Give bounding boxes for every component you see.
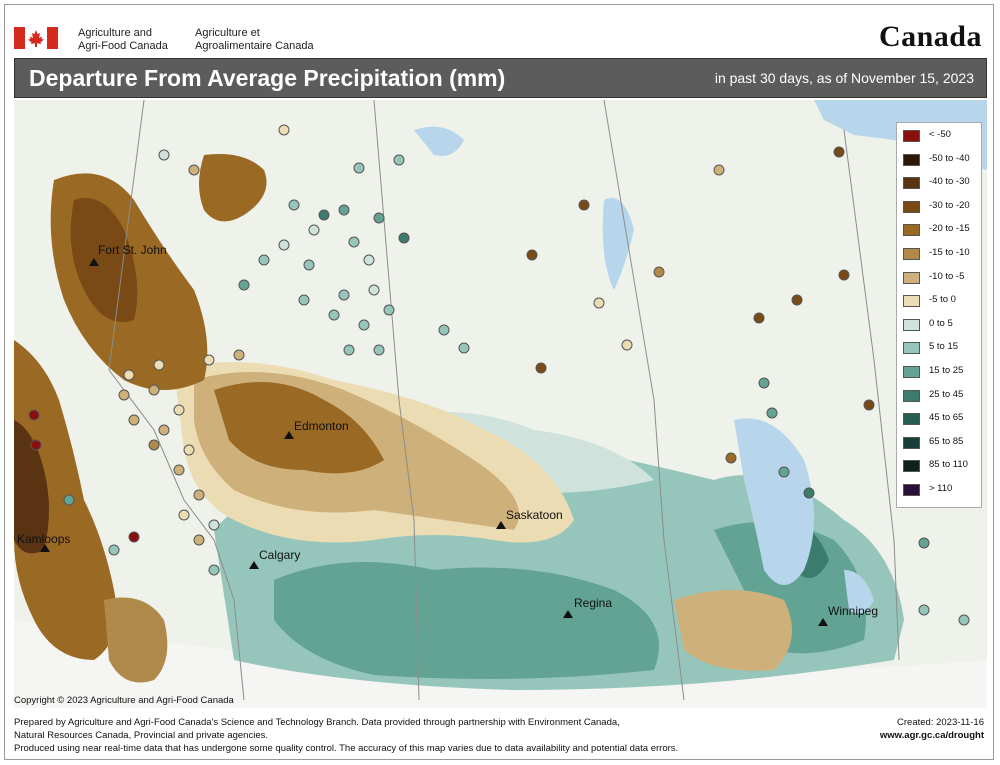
department-name-french: Agriculture et Agroalimentaire Canada <box>195 27 314 52</box>
peace-region-drier <box>70 198 138 322</box>
canada-flag-icon <box>14 27 58 49</box>
southern-bc-dry <box>104 597 168 683</box>
manitoba-dry-patch <box>674 590 792 671</box>
legend-swatch <box>903 318 920 331</box>
legend-swatch <box>903 153 920 166</box>
city-fort-st-john: Fort St. John <box>89 243 167 266</box>
lake-winnipeg <box>734 418 814 585</box>
department-name-english: Agriculture and Agri-Food Canada <box>78 27 168 52</box>
svg-text:Calgary: Calgary <box>259 548 300 562</box>
legend: < -50 -50 to -40 -40 to -30 -30 to -20 -20 t… <box>896 122 982 508</box>
legend-label: 0 to 5 <box>929 317 953 329</box>
legend-label: -5 to 0 <box>929 294 956 306</box>
city-calgary: Calgary <box>249 548 300 569</box>
usa-area <box>14 620 987 708</box>
city-saskatoon: Saskatoon <box>496 508 563 529</box>
created-info: Created: 2023-11-16 www.agr.gc.ca/drough… <box>880 716 984 742</box>
map-canvas: Fort St. John Edmonton Kamloops Calgary … <box>14 100 987 708</box>
bc-very-dry-zone <box>14 420 49 554</box>
city-winnipeg: Winnipeg <box>818 604 878 626</box>
svg-text:Winnipeg: Winnipeg <box>828 604 878 618</box>
copyright-text: Copyright © 2023 Agriculture and Agri-Fo… <box>14 695 234 706</box>
legend-label: -50 to -40 <box>929 152 970 164</box>
map-subtitle: in past 30 days, as of November 15, 2023 <box>714 70 974 86</box>
legend-swatch <box>903 271 920 284</box>
legend-label: > 110 <box>929 483 953 494</box>
created-date: Created: 2023-11-16 <box>897 717 984 728</box>
legend-swatch <box>903 295 920 308</box>
lake-athabasca <box>414 126 464 156</box>
website-link[interactable]: www.agr.gc.ca/drought <box>879 730 984 741</box>
lake-manitoba <box>844 570 874 614</box>
legend-label: 85 to 110 <box>929 459 968 471</box>
city-edmonton: Edmonton <box>284 419 349 439</box>
legend-swatch <box>903 224 920 237</box>
legend-swatch <box>903 460 920 473</box>
legend-label: -10 to -5 <box>929 270 965 282</box>
map-frame <box>4 4 994 760</box>
manitoba-wet-zone <box>714 522 866 654</box>
legend-label: 15 to 25 <box>929 365 964 376</box>
province-borders <box>108 100 900 701</box>
edmonton-dry-core <box>214 382 384 474</box>
legend-label: -30 to -20 <box>929 199 970 211</box>
legend-label: -20 to -15 <box>929 223 970 235</box>
title-bar: Departure From Average Precipitation (mm… <box>14 58 987 98</box>
precipitation-map: Fort St. John Edmonton Kamloops Calgary … <box>14 100 987 708</box>
legend-label: 5 to 15 <box>929 341 959 353</box>
svg-text:Fort St. John: Fort St. John <box>98 243 167 257</box>
svg-text:Saskatoon: Saskatoon <box>506 508 563 522</box>
legend-swatch <box>903 436 920 449</box>
station-dots <box>28 124 970 626</box>
legend-swatch <box>903 248 920 260</box>
svg-text:Kamloops: Kamloops <box>17 532 70 546</box>
legend-swatch <box>903 413 920 426</box>
svg-text:Edmonton: Edmonton <box>294 419 349 433</box>
legend-swatch <box>903 366 920 378</box>
legend-label: -15 to -10 <box>929 247 970 258</box>
legend-swatch <box>903 200 920 213</box>
footer-credits: Prepared by Agriculture and Agri-Food Ca… <box>14 717 679 754</box>
city-markers: Fort St. John Edmonton Kamloops Calgary … <box>17 243 878 626</box>
svg-text:Regina: Regina <box>574 596 612 610</box>
reindeer-lake <box>602 198 634 290</box>
northern-dry-patch <box>199 154 267 222</box>
prairie-wetter-zone <box>274 562 659 679</box>
legend-label: 25 to 45 <box>929 388 964 400</box>
legend-label: 65 to 85 <box>929 435 964 447</box>
city-kamloops: Kamloops <box>17 532 70 552</box>
canada-wordmark: Canada <box>878 20 982 53</box>
legend-label: -40 to -30 <box>929 176 970 188</box>
map-title: Departure From Average Precipitation (mm… <box>29 65 506 91</box>
legend-swatch <box>903 177 920 190</box>
legend-label: 45 to 65 <box>929 412 964 424</box>
legend-swatch <box>903 130 920 142</box>
header: Agriculture and Agri-Food Canada Agricul… <box>0 0 1000 58</box>
legend-swatch <box>903 342 920 355</box>
legend-swatch <box>903 389 920 402</box>
legend-swatch <box>903 484 920 496</box>
city-regina: Regina <box>563 596 612 618</box>
legend-label: < -50 <box>929 129 951 140</box>
